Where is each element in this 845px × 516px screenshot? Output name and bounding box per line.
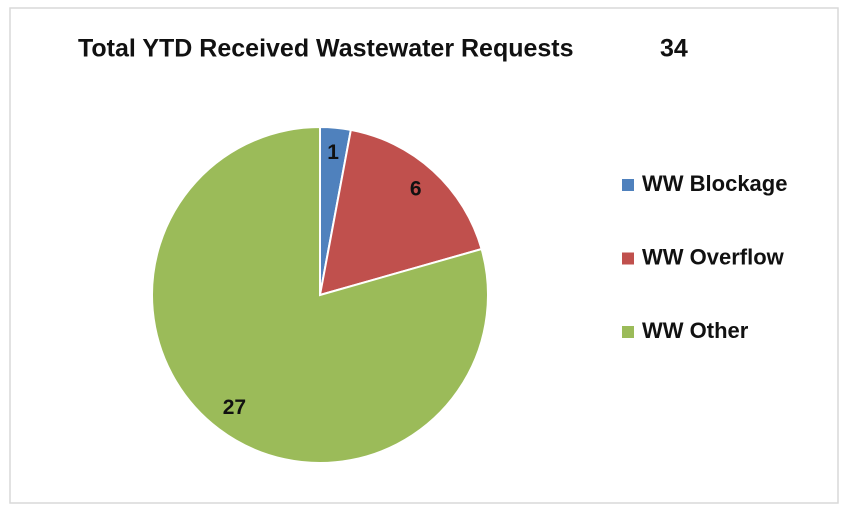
data-label: 1 — [327, 141, 339, 164]
pie-slice — [318, 128, 483, 297]
legend-swatch — [622, 252, 634, 265]
chart-total: 34 — [660, 35, 688, 63]
chart-title: Total YTD Received Wastewater Requests — [78, 35, 574, 63]
data-label: 6 — [410, 178, 422, 201]
legend-swatch — [622, 326, 634, 338]
legend-label: WW Blockage — [642, 171, 787, 196]
pie-slice — [151, 125, 489, 464]
legend-swatch — [622, 179, 634, 191]
legend-label: WW Other — [642, 318, 749, 343]
legend-label: WW Overflow — [642, 244, 785, 269]
data-label: 27 — [223, 396, 246, 419]
